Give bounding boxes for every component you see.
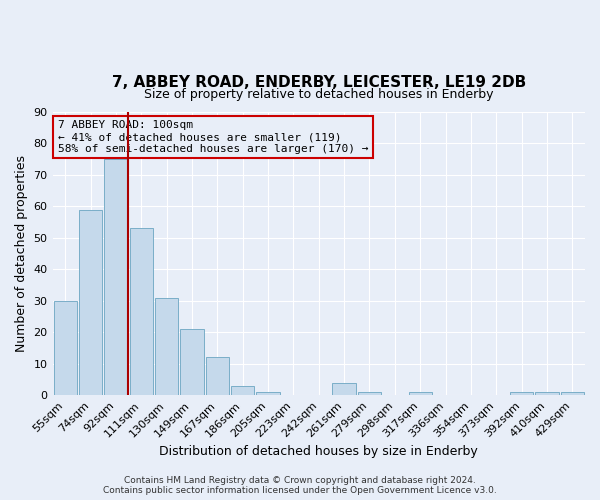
- X-axis label: Distribution of detached houses by size in Enderby: Distribution of detached houses by size …: [160, 444, 478, 458]
- Bar: [358, 392, 381, 395]
- Bar: [155, 298, 178, 395]
- Bar: [510, 392, 533, 395]
- Bar: [206, 358, 229, 395]
- Bar: [231, 386, 254, 395]
- Bar: [104, 159, 128, 395]
- Bar: [181, 329, 203, 395]
- Bar: [560, 392, 584, 395]
- Bar: [409, 392, 432, 395]
- Bar: [79, 210, 102, 395]
- Text: Size of property relative to detached houses in Enderby: Size of property relative to detached ho…: [144, 88, 494, 101]
- Title: 7, ABBEY ROAD, ENDERBY, LEICESTER, LE19 2DB: 7, ABBEY ROAD, ENDERBY, LEICESTER, LE19 …: [112, 75, 526, 90]
- Bar: [130, 228, 153, 395]
- Text: 7 ABBEY ROAD: 100sqm
← 41% of detached houses are smaller (119)
58% of semi-deta: 7 ABBEY ROAD: 100sqm ← 41% of detached h…: [58, 120, 368, 154]
- Bar: [332, 382, 356, 395]
- Bar: [53, 300, 77, 395]
- Bar: [535, 392, 559, 395]
- Text: Contains HM Land Registry data © Crown copyright and database right 2024.
Contai: Contains HM Land Registry data © Crown c…: [103, 476, 497, 495]
- Y-axis label: Number of detached properties: Number of detached properties: [15, 155, 28, 352]
- Bar: [256, 392, 280, 395]
